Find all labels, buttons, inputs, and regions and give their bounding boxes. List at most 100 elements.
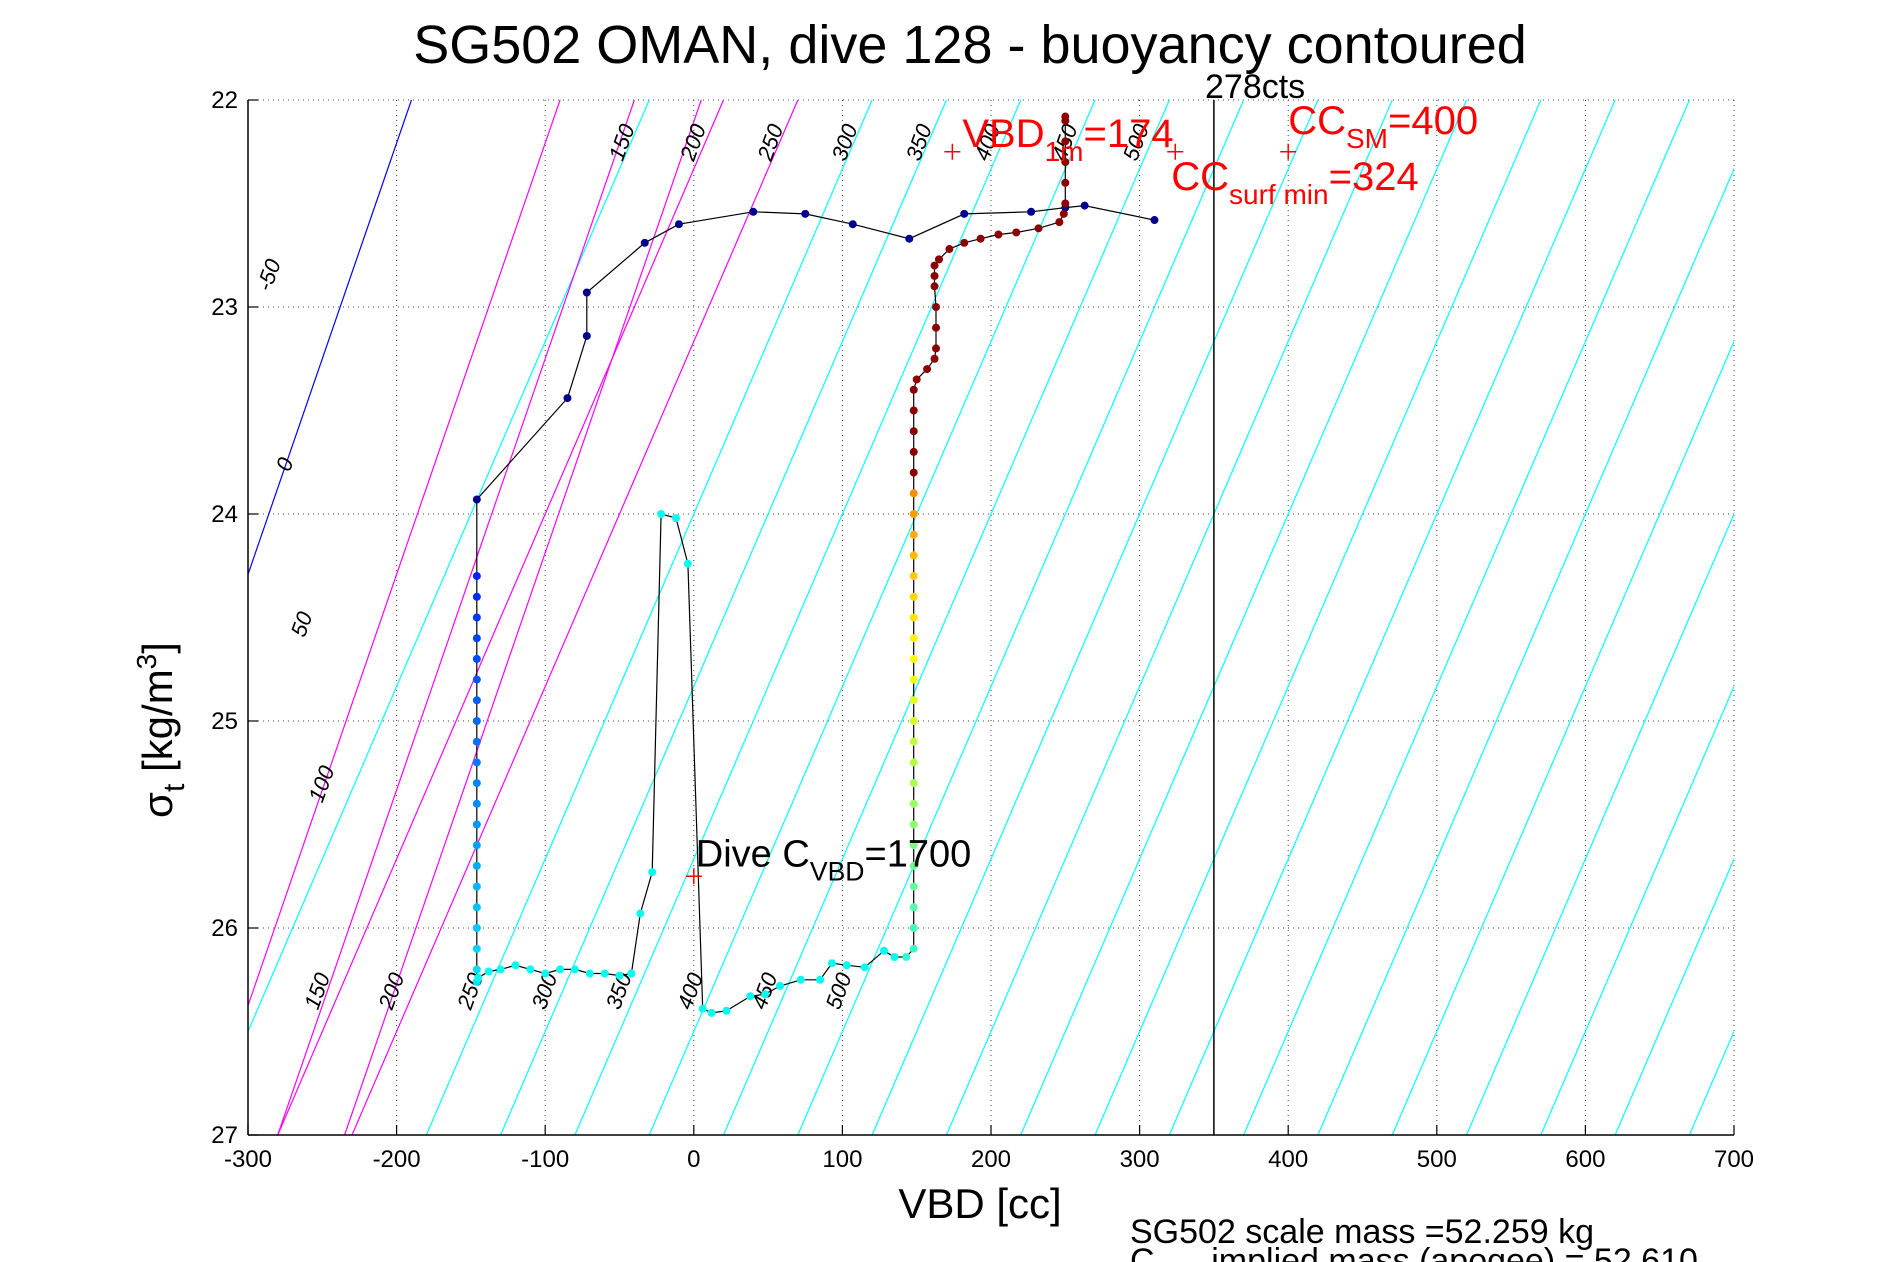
climb-point <box>909 882 918 891</box>
climb-point <box>909 841 918 850</box>
climb-point <box>775 981 784 990</box>
dive-point <box>848 220 857 229</box>
climb-point <box>600 969 609 978</box>
x-tick-label: -100 <box>521 1146 569 1173</box>
climb-point <box>909 530 918 539</box>
contour-line <box>1614 857 1734 1135</box>
x-tick-label: 200 <box>971 1146 1011 1173</box>
axes: -300 -200 -100 0 100 200 300 400 500 600 700 22 23 24… <box>211 87 1754 1173</box>
x-tick-label: 0 <box>687 1146 700 1173</box>
contour-group <box>248 100 1734 1135</box>
dive-point <box>472 717 481 725</box>
climb-point <box>909 944 918 953</box>
dive-point <box>472 613 481 622</box>
climb-point <box>484 967 493 976</box>
climb-point <box>909 924 918 932</box>
climb-point <box>909 861 918 870</box>
climb-point <box>511 961 520 970</box>
climb-point <box>909 758 918 767</box>
climb-point <box>909 717 918 725</box>
climb-point <box>930 282 939 291</box>
climb-point <box>902 952 911 961</box>
climb-point <box>570 965 579 974</box>
annotation-label: CCsurf min=324 <box>1171 155 1418 210</box>
climb-point <box>556 965 565 974</box>
contour-line-magenta <box>248 100 561 1008</box>
contour-line-magenta <box>277 100 635 1135</box>
chart-title: SG502 OMAN, dive 128 - buoyancy contoure… <box>413 15 1527 75</box>
climb-point <box>909 406 918 415</box>
x-tick-label: -200 <box>373 1146 421 1173</box>
dive-point <box>472 495 481 504</box>
y-axis-label-main: σ <box>134 792 181 818</box>
climb-point <box>909 551 918 560</box>
climb-point <box>909 468 918 477</box>
climb-point <box>585 969 594 978</box>
climb-point <box>615 971 624 980</box>
implied-mass-text: C implied mass (apogee) = 52.610 <box>1130 1242 1698 1262</box>
y-axis-label-sub: t <box>158 783 191 792</box>
climb-point <box>648 868 657 877</box>
climb-point <box>761 990 770 999</box>
climb-point <box>683 559 692 568</box>
climb-point <box>1059 209 1068 218</box>
climb-point <box>842 961 851 970</box>
dive-point <box>472 799 481 808</box>
y-tick-label: 24 <box>211 501 238 528</box>
dive-point <box>1080 201 1089 210</box>
y-axis-label-sup: 3 <box>131 654 162 670</box>
dive-point <box>674 220 683 229</box>
climb-point <box>526 965 535 974</box>
annotation-label: CCSM=400 <box>1288 99 1478 154</box>
climb-point <box>1055 218 1064 227</box>
contour-line <box>1020 100 1468 1135</box>
dive-point <box>472 758 481 767</box>
dive-point <box>472 841 481 850</box>
climb-point <box>909 675 918 684</box>
climb-point <box>722 1006 731 1015</box>
climb-point <box>923 365 932 374</box>
dive-point <box>1150 216 1159 225</box>
contour-line <box>945 100 1393 1135</box>
climb-point <box>627 969 636 978</box>
climb-point <box>909 489 918 498</box>
climb-point <box>909 903 918 912</box>
y-tick-label: 27 <box>211 1122 238 1149</box>
climb-point <box>827 959 836 968</box>
y-axis-label-close: ] <box>134 642 181 654</box>
scale-mass-text: SG502 scale mass =52.259 kg <box>1130 1213 1594 1251</box>
x-tick-label: 600 <box>1565 1146 1605 1173</box>
climb-point <box>976 234 985 243</box>
climb-point <box>1012 228 1021 237</box>
climb-point <box>934 255 943 264</box>
contour-line <box>351 100 799 1135</box>
climb-point <box>909 572 918 581</box>
climb-point <box>541 969 550 978</box>
contour-line <box>1391 339 1734 1135</box>
contour-line <box>1243 100 1690 1135</box>
climb-point <box>909 696 918 705</box>
climb-point <box>932 303 941 311</box>
x-tick-label: 400 <box>1268 1146 1308 1173</box>
climb-point <box>909 779 918 788</box>
climb-point <box>909 592 918 601</box>
climb-point <box>912 375 921 384</box>
svg-text:σt [kg/m3]: σt [kg/m3] <box>131 642 191 818</box>
y-axis-label-unit: [kg/m <box>134 669 181 772</box>
climb-point <box>657 510 666 518</box>
contour-line <box>574 100 1022 1135</box>
dive-point <box>472 675 481 684</box>
climb-point <box>890 952 899 961</box>
dive-point <box>472 737 481 746</box>
climb-point <box>909 634 918 643</box>
dive-point <box>472 779 481 788</box>
contour-line <box>1465 512 1734 1135</box>
climb-point <box>1061 137 1070 146</box>
climb-point <box>496 965 505 974</box>
contour-line <box>425 100 873 1135</box>
dive-point <box>472 944 481 953</box>
contour-line <box>500 100 947 1135</box>
dive-point <box>472 903 481 912</box>
dive-point <box>472 696 481 705</box>
